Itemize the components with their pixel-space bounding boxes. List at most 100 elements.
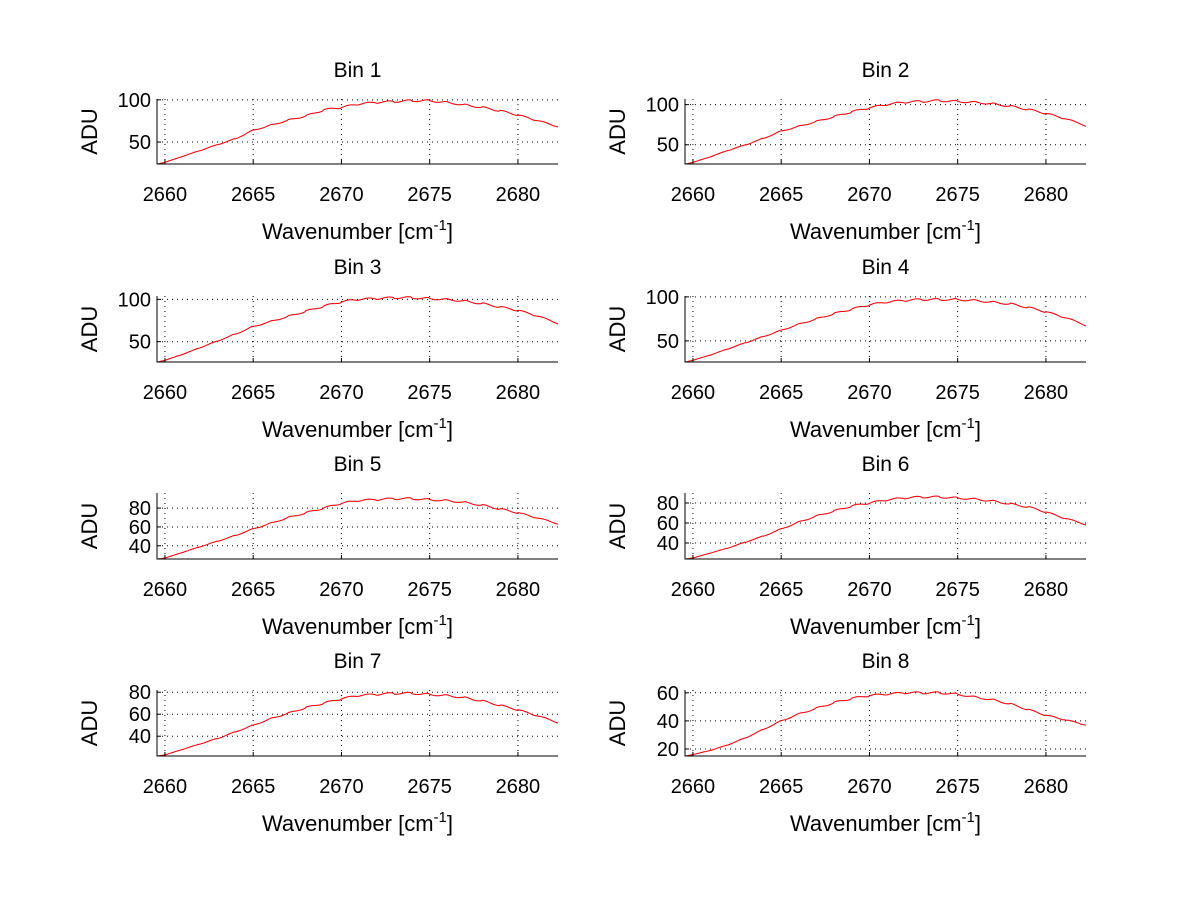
x-axis-label-close: ]	[447, 811, 453, 836]
y-tick-label: 40	[129, 726, 151, 748]
x-axis-label: Wavenumber [cm-1]	[790, 217, 981, 244]
x-axis-label-main: Wavenumber [cm	[790, 417, 962, 442]
y-tick-label: 50	[657, 135, 679, 157]
y-tick-label: 60	[657, 683, 679, 705]
x-axis-label: Wavenumber [cm-1]	[790, 415, 981, 442]
x-tick-label: 2680	[1024, 776, 1069, 798]
x-axis-label: Wavenumber [cm-1]	[790, 809, 981, 836]
x-tick-label: 2665	[231, 184, 276, 206]
series-line-1	[157, 99, 559, 165]
x-tick-label: 2660	[671, 579, 716, 601]
axes-frame	[156, 296, 558, 363]
x-axis-label-main: Wavenumber [cm	[262, 614, 434, 639]
subplot-title: Bin 7	[334, 650, 382, 673]
series-line-7	[157, 691, 559, 757]
x-tick-label: 2665	[759, 184, 804, 206]
x-tick-label: 2675	[935, 776, 980, 798]
x-tick-label: 2660	[143, 579, 188, 601]
x-tick-label: 2680	[496, 579, 541, 601]
y-axis-label: ADU	[77, 306, 102, 352]
x-tick-label: 2660	[143, 776, 188, 798]
y-tick-label: 100	[646, 287, 679, 309]
subplot-title: Bin 5	[334, 453, 382, 476]
x-axis-label-main: Wavenumber [cm	[262, 219, 434, 244]
x-axis-label-close: ]	[975, 811, 981, 836]
x-axis-label-superscript: -1	[434, 217, 447, 234]
y-tick-label: 50	[657, 331, 679, 353]
x-tick-label: 2660	[143, 382, 188, 404]
y-axis-label: ADU	[605, 503, 630, 549]
x-tick-label: 2675	[407, 776, 452, 798]
series-line-secondary	[157, 691, 559, 757]
x-tick-label: 2665	[231, 776, 276, 798]
x-axis-label-superscript: -1	[962, 415, 975, 432]
subplot-title: Bin 3	[334, 256, 382, 279]
series-line-5	[157, 497, 559, 560]
x-tick-label: 2680	[496, 184, 541, 206]
series-line-2	[685, 99, 1087, 165]
y-axis-label: ADU	[77, 700, 102, 746]
y-tick-label: 100	[646, 95, 679, 117]
x-axis-label: Wavenumber [cm-1]	[790, 612, 981, 639]
series-line-8	[685, 691, 1087, 757]
x-tick-label: 2675	[407, 382, 452, 404]
y-tick-label: 60	[129, 704, 151, 726]
axes-frame	[156, 690, 558, 757]
y-tick-label: 50	[129, 132, 151, 154]
x-tick-label: 2680	[1024, 382, 1069, 404]
y-tick-label: 80	[129, 498, 151, 520]
axes-frame	[684, 493, 1086, 560]
x-tick-label: 2675	[407, 184, 452, 206]
series-line-secondary	[685, 691, 1087, 757]
x-axis-label-main: Wavenumber [cm	[790, 219, 962, 244]
x-tick-label: 2660	[671, 776, 716, 798]
x-axis-label-superscript: -1	[962, 809, 975, 826]
x-tick-label: 2660	[671, 184, 716, 206]
series-line-4	[685, 298, 1087, 363]
series-line-secondary	[157, 296, 559, 363]
axes-frame	[684, 99, 1086, 165]
x-axis-label-superscript: -1	[962, 612, 975, 629]
subplot-bin-8: 2660 2665 2670 2675 2680 20 40 60 Bin 8 ADU Wavenu…	[605, 650, 1087, 836]
x-tick-label: 2670	[847, 776, 892, 798]
x-tick-label: 2660	[671, 382, 716, 404]
y-tick-label: 20	[657, 739, 679, 761]
subplot-title: Bin 6	[862, 453, 910, 476]
x-tick-label: 2660	[143, 184, 188, 206]
x-tick-label: 2675	[935, 579, 980, 601]
series-line-secondary	[157, 497, 559, 560]
y-axis-label: ADU	[77, 108, 102, 154]
x-axis-label-superscript: -1	[434, 809, 447, 826]
axes-frame	[156, 493, 558, 560]
y-tick-label: 80	[657, 493, 679, 515]
x-axis-label-superscript: -1	[434, 415, 447, 432]
x-tick-label: 2675	[935, 382, 980, 404]
x-axis-label-close: ]	[447, 614, 453, 639]
x-axis-label-close: ]	[975, 219, 981, 244]
x-tick-label: 2680	[496, 776, 541, 798]
y-tick-label: 100	[118, 289, 151, 311]
x-axis-label-main: Wavenumber [cm	[790, 811, 962, 836]
y-tick-label: 80	[129, 682, 151, 704]
x-axis-label: Wavenumber [cm-1]	[262, 415, 453, 442]
x-tick-label: 2670	[319, 382, 364, 404]
axes-frame	[684, 690, 1086, 757]
x-axis-label: Wavenumber [cm-1]	[262, 809, 453, 836]
y-tick-label: 60	[129, 517, 151, 539]
x-tick-label: 2670	[319, 579, 364, 601]
x-axis-label-main: Wavenumber [cm	[262, 811, 434, 836]
x-tick-label: 2675	[935, 184, 980, 206]
x-axis-label-close: ]	[975, 614, 981, 639]
y-axis-label: ADU	[605, 306, 630, 352]
x-tick-label: 2680	[1024, 579, 1069, 601]
subplot-bin-3: 2660 2665 2670 2675 2680 50 100 Bin 3 ADU Wavenum…	[77, 256, 559, 442]
subplot-title: Bin 1	[334, 59, 382, 82]
x-axis-label-main: Wavenumber [cm	[790, 614, 962, 639]
y-tick-label: 40	[129, 536, 151, 558]
x-axis-label-main: Wavenumber [cm	[262, 417, 434, 442]
subplot-title: Bin 4	[862, 256, 910, 279]
x-tick-label: 2665	[759, 382, 804, 404]
